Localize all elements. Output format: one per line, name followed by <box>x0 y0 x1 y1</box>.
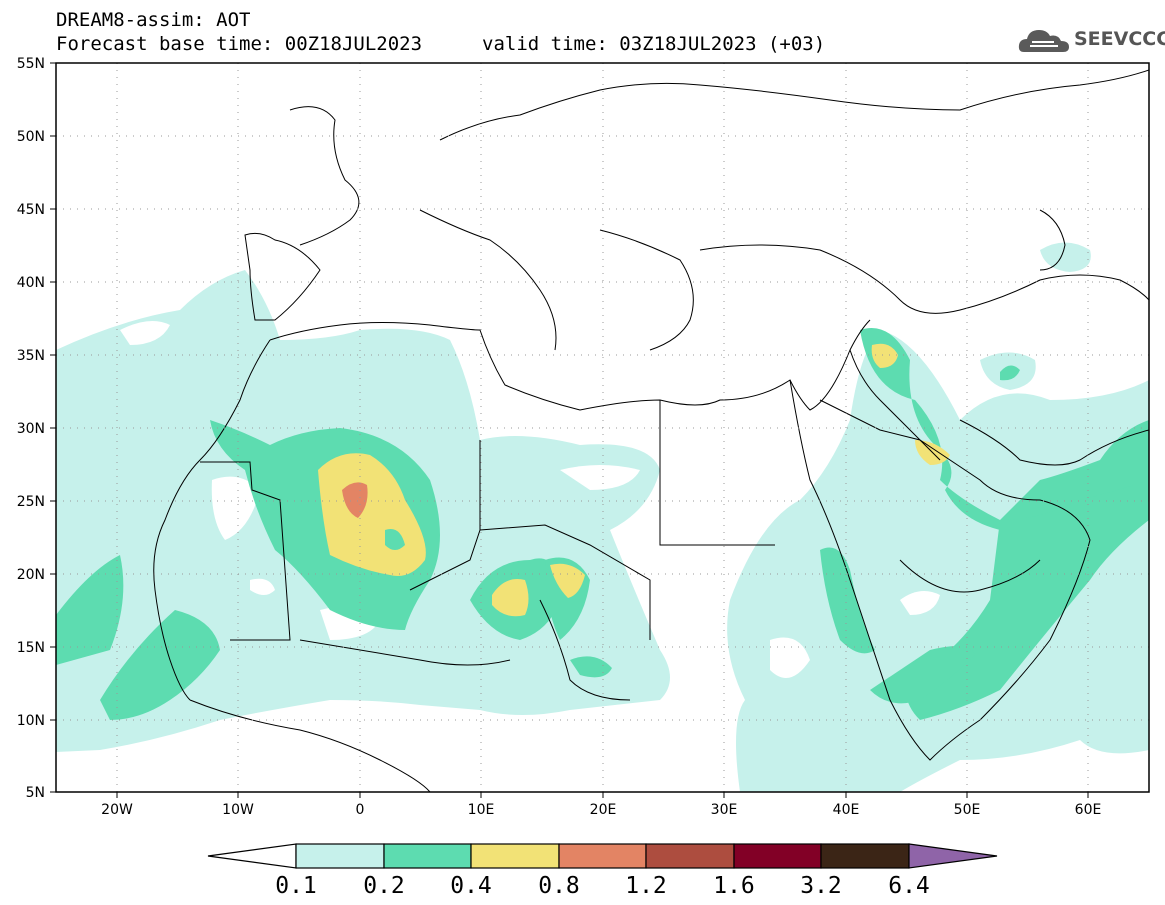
longitude-labels: 20W 10W 0 10E 20E 30E 40E 50E 60E <box>101 802 1101 818</box>
colorbar-high-arrow <box>908 843 998 869</box>
axis-ticks <box>50 62 1089 798</box>
colorbar-label: 0.2 <box>363 873 405 899</box>
aot-pocket <box>385 529 405 550</box>
lon-label-10e: 10E <box>468 802 495 818</box>
lat-label-10n: 10N <box>17 713 45 729</box>
colorbar-swatch-6 <box>733 843 822 869</box>
lon-label-0: 0 <box>356 802 365 818</box>
colorbar-swatch-1 <box>295 843 385 869</box>
colorbar-label: 1.2 <box>625 873 667 899</box>
lat-label-35n: 35N <box>17 348 45 364</box>
lon-label-20e: 20E <box>590 802 617 818</box>
lat-label-20n: 20N <box>17 567 45 583</box>
colorbar-label: 0.1 <box>275 873 317 899</box>
lon-label-60e: 60E <box>1075 802 1102 818</box>
colorbar-swatch-3 <box>470 843 560 869</box>
map-title: DREAM8-assim: AOT <box>56 9 251 31</box>
colorbar-label: 0.8 <box>538 873 580 899</box>
coastlines-and-borders <box>153 69 1149 792</box>
colorbar-swatch-2 <box>383 843 472 869</box>
forecast-base-time: Forecast base time: 00Z18JUL2023 <box>56 33 423 55</box>
colorbar-swatch-4 <box>558 843 647 869</box>
aot-contour-0-8 <box>342 482 368 518</box>
lon-label-50e: 50E <box>954 802 981 818</box>
colorbar-swatch-5 <box>645 843 735 869</box>
lat-label-25n: 25N <box>17 494 45 510</box>
lon-label-10w: 10W <box>222 802 254 818</box>
latitude-labels: 55N 50N 45N 40N 35N 30N 25N 20N 15N 10N … <box>17 56 45 801</box>
lat-label-55n: 55N <box>17 56 45 72</box>
lon-label-40e: 40E <box>833 802 860 818</box>
colorbar-low-arrow <box>207 843 297 869</box>
colorbar-label: 3.2 <box>800 873 842 899</box>
lat-label-15n: 15N <box>17 640 45 656</box>
logo-text: SEEVCCC <box>1074 28 1165 50</box>
low-aot-areas <box>120 321 940 678</box>
lon-label-30e: 30E <box>711 802 738 818</box>
lat-label-30n: 30N <box>17 421 45 437</box>
cloud-icon <box>1018 30 1069 52</box>
graticule <box>56 63 1149 792</box>
valid-time: valid time: 03Z18JUL2023 (+03) <box>482 33 826 55</box>
lat-label-40n: 40N <box>17 275 45 291</box>
seevccc-logo: SEEVCCC <box>1018 24 1165 58</box>
colorbar-label: 0.4 <box>450 873 492 899</box>
colorbar-label: 1.6 <box>713 873 755 899</box>
colorbar-label: 6.4 <box>888 873 930 899</box>
lon-label-20w: 20W <box>101 802 133 818</box>
lat-label-50n: 50N <box>17 129 45 145</box>
colorbar-swatch-7 <box>820 843 910 869</box>
lat-label-5n: 5N <box>26 785 45 801</box>
lat-label-45n: 45N <box>17 202 45 218</box>
